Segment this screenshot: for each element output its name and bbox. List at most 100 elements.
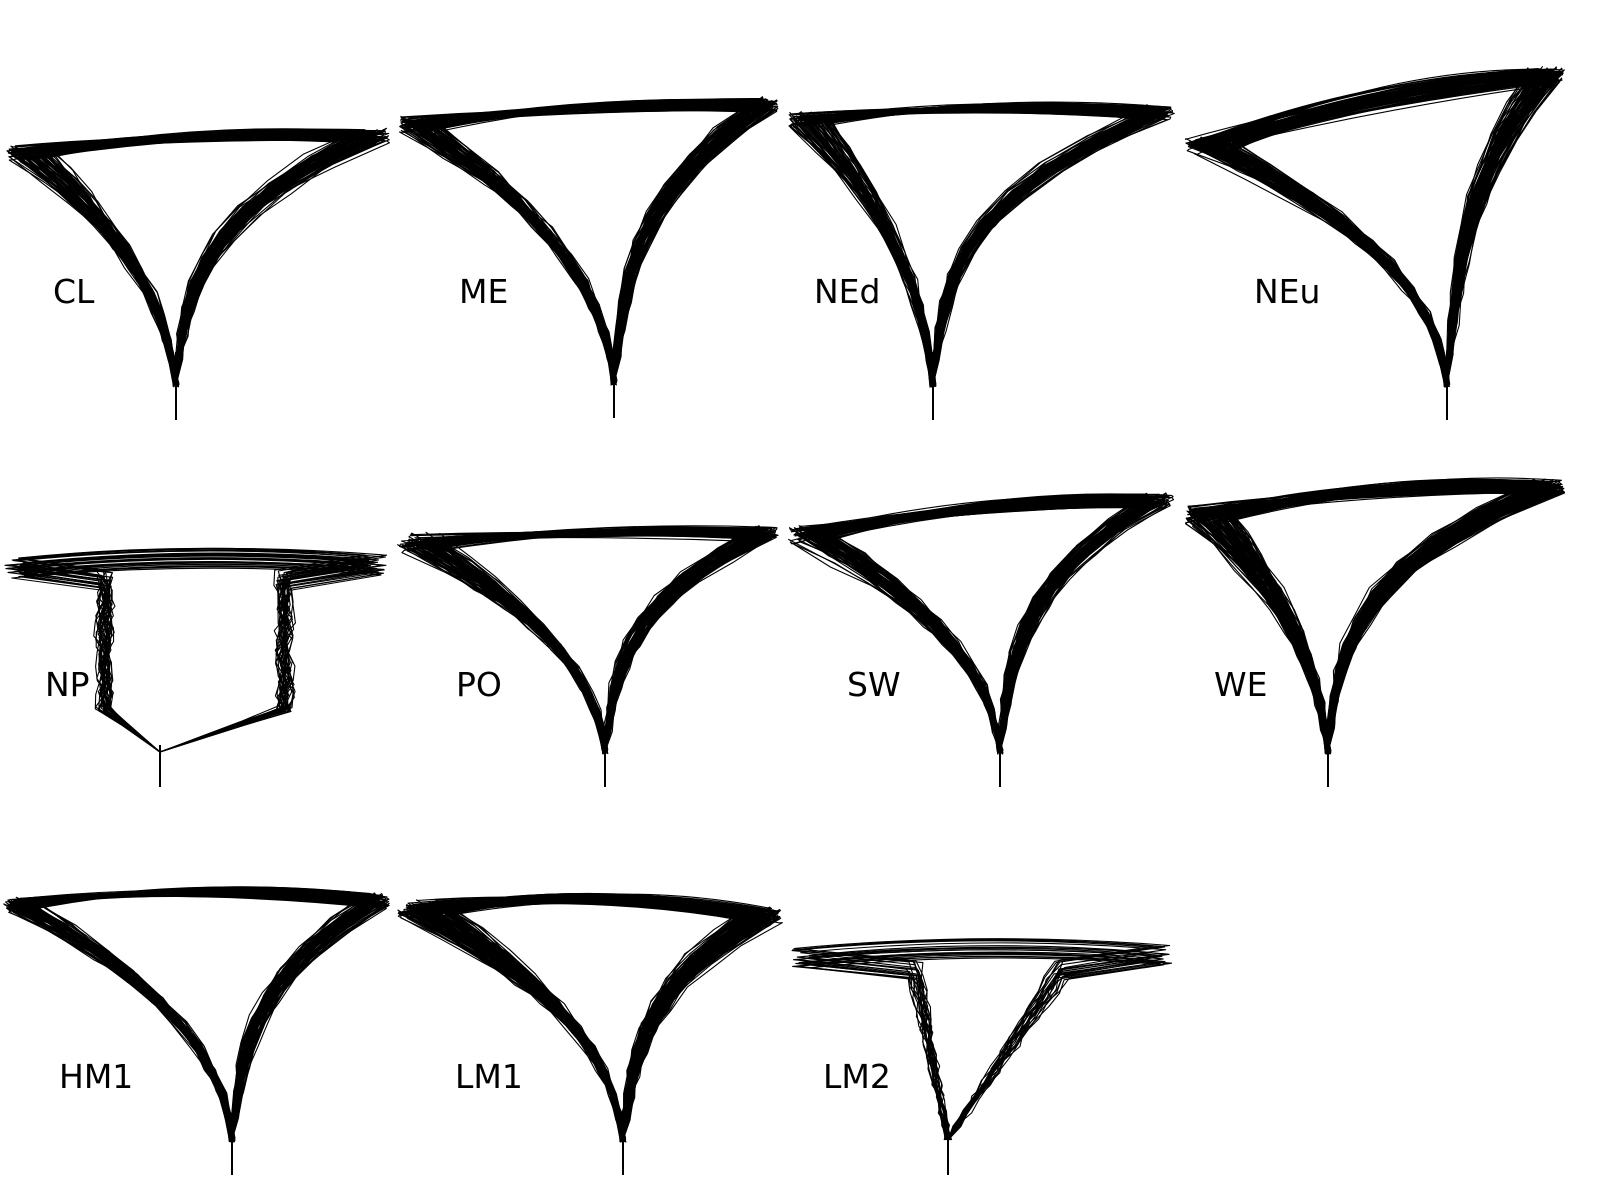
trajectory-line: [32, 890, 365, 1141]
trajectory-line: [822, 107, 1164, 386]
trajectory-line: [822, 108, 1162, 386]
trajectory-line: [1216, 484, 1552, 753]
trajectory-line: [1200, 489, 1555, 753]
trajectory-line: [1208, 485, 1548, 754]
panel-label: SW: [847, 665, 901, 704]
trajectory-line: [20, 563, 379, 753]
trajectory-line: [792, 949, 1161, 1141]
trajectory-line: [1221, 486, 1554, 753]
trajectory-line: [823, 106, 1168, 386]
trajectory-line: [1217, 479, 1561, 753]
trajectory-line: [823, 111, 1166, 386]
panel-we: WE: [1185, 400, 1585, 800]
trajectory-line: [827, 108, 1154, 387]
trajectory-line: [1225, 487, 1542, 754]
trajectory-line: [1215, 486, 1554, 755]
trajectory-line: [1193, 67, 1530, 387]
trajectory-line: [443, 898, 758, 1141]
trajectory-line: [798, 952, 1148, 1141]
trajectory-plot: [1184, 66, 1565, 420]
trajectory-line: [818, 108, 1159, 386]
trajectory-line: [33, 895, 387, 1141]
panel-cl: CL: [0, 0, 400, 420]
panel-label: NEd: [814, 272, 881, 311]
trajectory-line: [832, 503, 1163, 753]
trajectory-line: [1203, 71, 1541, 386]
trajectory-line: [1228, 489, 1561, 753]
trajectory-line: [818, 104, 1175, 386]
trajectory-line: [808, 957, 1165, 1141]
trajectory-line: [1203, 72, 1549, 386]
trajectory-plot: [397, 892, 783, 1175]
trajectory-line: [802, 104, 1161, 386]
panel-label: WE: [1214, 665, 1268, 704]
trajectory-line: [434, 533, 762, 754]
trajectory-line: [1185, 77, 1544, 386]
trajectory-line: [21, 895, 385, 1141]
trajectory-line: [805, 951, 1164, 1141]
trajectory-line: [36, 892, 368, 1141]
trajectory-line: [795, 956, 1161, 1141]
trajectory-line: [440, 899, 755, 1141]
trajectory-line: [803, 103, 1172, 385]
trajectory-line: [1214, 489, 1546, 754]
trajectory-line: [1226, 478, 1554, 753]
trajectory-line: [1192, 483, 1559, 754]
trajectory-line: [420, 108, 773, 384]
trajectory-plot: [788, 492, 1175, 787]
trajectory-line: [811, 106, 1168, 386]
trajectory-line: [20, 558, 372, 753]
trajectory-line: [32, 891, 368, 1143]
trajectory-line: [1218, 480, 1554, 754]
trajectory-line: [825, 502, 1171, 753]
panel-label: LM1: [455, 1057, 523, 1096]
trajectory-line: [815, 103, 1172, 388]
trajectory-line: [800, 106, 1163, 386]
trajectory-line: [1222, 483, 1543, 753]
panel-label: CL: [53, 272, 95, 311]
trajectory-line: [1187, 73, 1549, 386]
trajectory-line: [798, 504, 1158, 753]
trajectory-line: [11, 138, 377, 386]
trajectory-line: [31, 133, 359, 386]
trajectory-line: [801, 953, 1154, 1141]
trajectory-line: [801, 103, 1166, 387]
panel-lm1: LM1: [397, 800, 800, 1200]
trajectory-line: [1212, 482, 1551, 754]
trajectory-line: [802, 952, 1148, 1141]
trajectory-line: [1216, 491, 1551, 754]
trajectory-line: [1222, 489, 1534, 755]
trajectory-line: [10, 138, 381, 388]
trajectory-line: [825, 108, 1163, 388]
panel-label: PO: [456, 665, 502, 704]
trajectory-line: [7, 557, 387, 753]
trajectory-line: [827, 106, 1164, 386]
trajectory-line: [7, 562, 385, 753]
trajectory-line: [796, 955, 1173, 1141]
trajectory-line: [1192, 73, 1543, 386]
panel-sw: SW: [788, 400, 1190, 800]
trajectory-line: [804, 106, 1160, 386]
trajectory-line: [1205, 486, 1545, 753]
trajectory-plot: [398, 96, 779, 418]
trajectory-line: [1204, 67, 1548, 387]
panel-label: NP: [45, 665, 90, 704]
trajectory-line: [1194, 491, 1561, 753]
trajectory-line: [1192, 73, 1547, 386]
trajectory-line: [1196, 78, 1554, 386]
trajectory-line: [817, 111, 1169, 386]
trajectory-line: [436, 897, 756, 1141]
trajectory-line: [1196, 488, 1566, 754]
trajectory-line: [400, 109, 754, 386]
trajectory-line: [792, 101, 1171, 387]
trajectory-line: [1193, 492, 1543, 753]
trajectory-line: [1192, 483, 1561, 753]
trajectory-line: [1227, 486, 1530, 754]
trajectory-line: [13, 561, 372, 753]
trajectory-line: [818, 110, 1155, 388]
trajectory-line: [1194, 77, 1532, 386]
trajectory-line: [19, 562, 385, 753]
trajectory-line: [23, 565, 380, 753]
trajectory-line: [414, 110, 769, 384]
trajectory-line: [824, 103, 1166, 388]
